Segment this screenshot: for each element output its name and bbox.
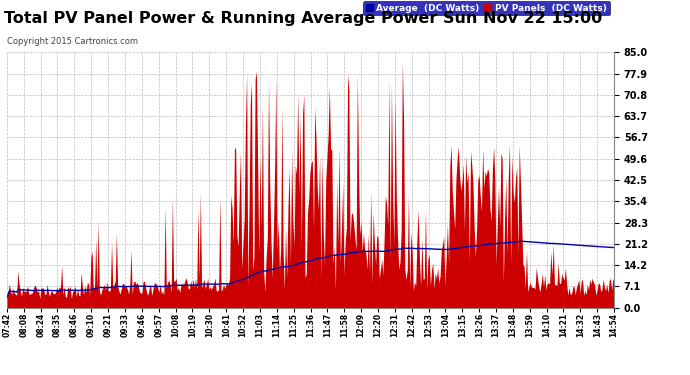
- Legend: Average  (DC Watts), PV Panels  (DC Watts): Average (DC Watts), PV Panels (DC Watts): [363, 1, 609, 15]
- Text: Copyright 2015 Cartronics.com: Copyright 2015 Cartronics.com: [7, 38, 138, 46]
- Text: Total PV Panel Power & Running Average Power Sun Nov 22 15:00: Total PV Panel Power & Running Average P…: [4, 11, 603, 26]
